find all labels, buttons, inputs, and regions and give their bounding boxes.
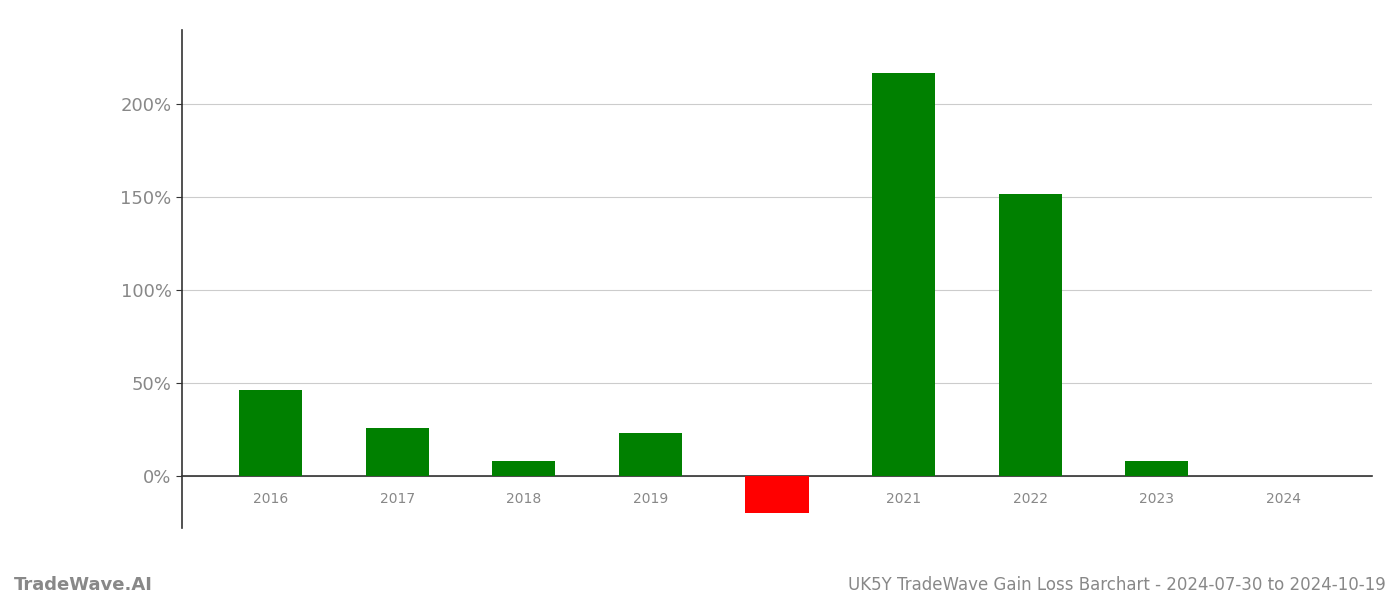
Bar xyxy=(872,73,935,476)
Bar xyxy=(239,391,302,476)
Bar xyxy=(1126,461,1189,476)
Bar xyxy=(619,433,682,476)
Bar xyxy=(998,194,1061,476)
Bar xyxy=(365,428,428,476)
Bar xyxy=(745,476,809,513)
Text: UK5Y TradeWave Gain Loss Barchart - 2024-07-30 to 2024-10-19: UK5Y TradeWave Gain Loss Barchart - 2024… xyxy=(848,576,1386,594)
Text: TradeWave.AI: TradeWave.AI xyxy=(14,576,153,594)
Bar xyxy=(493,461,556,476)
